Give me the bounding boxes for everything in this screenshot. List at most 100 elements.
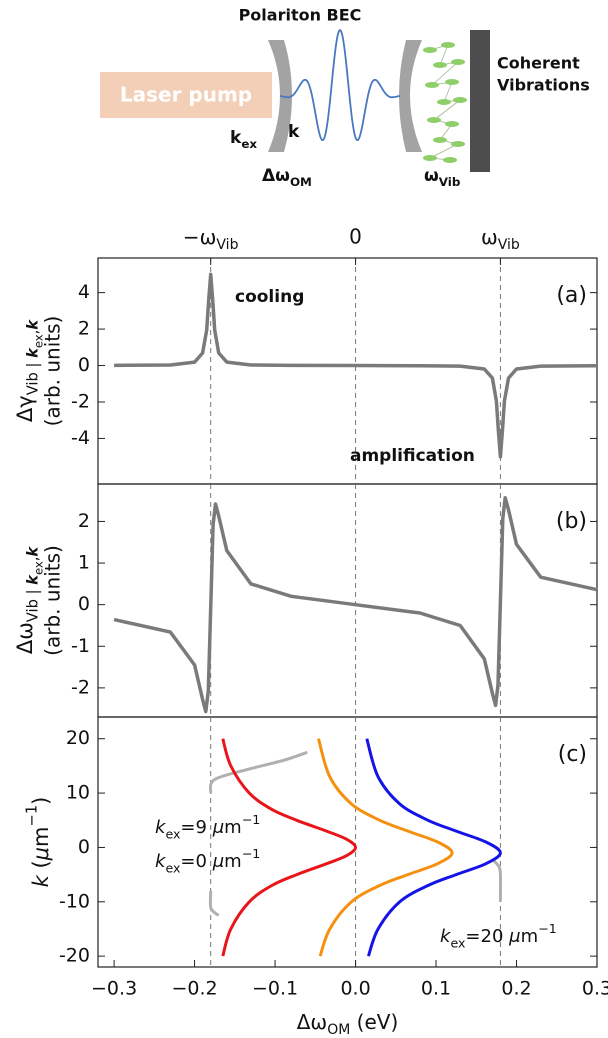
x2-tick-label-part: Vib	[216, 237, 238, 253]
panel-label: (b)	[556, 509, 587, 534]
annotation: kex=9 μm−1	[155, 811, 260, 840]
k-label: k	[288, 122, 300, 142]
x-tick-label: −0.3	[91, 978, 137, 1000]
x-tick-label: −0.1	[252, 978, 298, 1000]
y-axis-label-part: k	[24, 546, 41, 557]
y-axis-label-part: ,	[24, 330, 41, 335]
annotation-part: m	[521, 926, 539, 947]
data-line	[113, 495, 598, 714]
y-axis-label-part: (	[29, 860, 53, 875]
network-node	[423, 155, 437, 161]
annotation-part: =9	[180, 817, 212, 838]
network-node	[433, 137, 447, 143]
x2-tick-label-part: Vib	[498, 237, 520, 253]
data-line	[208, 890, 220, 917]
network-link	[429, 143, 459, 159]
annotation: cooling	[235, 287, 304, 307]
annotation-part: −1	[538, 920, 557, 935]
annotation-part: μ	[212, 851, 224, 872]
y-tick-label: -2	[71, 676, 90, 698]
y-tick-label: 4	[78, 281, 90, 303]
annotation-part: =20	[465, 926, 509, 947]
panel-label: (a)	[556, 283, 587, 308]
x2-tick-label: ωVib	[481, 225, 520, 254]
x-axis-label-part: Δω	[297, 1010, 327, 1034]
network-node	[423, 47, 437, 53]
y-tick-label: 20	[66, 727, 90, 749]
annotation-part: k	[155, 851, 167, 872]
annotation-part: ex	[450, 935, 466, 950]
network-link	[431, 61, 459, 86]
network-node	[445, 79, 459, 85]
data-line	[208, 750, 308, 794]
schematic: Polariton BEC Laser pump k	[100, 6, 490, 172]
network-node	[433, 62, 447, 68]
plot-frame	[97, 483, 598, 718]
pump-label: Laser pump	[120, 83, 252, 107]
y-axis-label-part: ex	[31, 561, 45, 575]
detuning-label-part: OM	[290, 174, 312, 188]
data-line	[492, 859, 503, 902]
annotation-part: μ	[508, 926, 520, 947]
laser-beam	[100, 72, 272, 118]
x2-tick-label: −ωVib	[183, 225, 239, 254]
x2-tick-label-part: −ω	[183, 225, 217, 249]
y-axis-label-part: −1	[24, 805, 41, 827]
k-ex-label-part: k	[230, 128, 242, 148]
network-node	[441, 42, 455, 48]
y-tick-label: -2	[71, 390, 90, 412]
network-node	[445, 121, 459, 127]
annotation-part: =0	[180, 851, 212, 872]
annotation-part: −1	[242, 811, 261, 826]
x-tick-label: 0.3	[582, 978, 608, 1000]
annotation-part: ex	[165, 860, 181, 875]
y-axis-label-part: Δγ	[13, 395, 37, 422]
vibration-bar	[470, 30, 490, 172]
panel-label: (c)	[558, 742, 587, 767]
x-tick-label: 0.1	[421, 978, 451, 1000]
y-tick-label: 0	[78, 593, 90, 615]
network-node	[443, 157, 457, 163]
y-axis-label-part: ,	[24, 557, 41, 562]
network-link	[443, 81, 453, 103]
x-tick-label: −0.2	[172, 978, 218, 1000]
y-axis-label: (arb. units)	[41, 545, 65, 656]
annotation-part: m	[224, 817, 242, 838]
y-axis-label-part: k	[24, 319, 41, 330]
network-node	[437, 99, 451, 105]
x-axis-label-part: OM	[327, 1022, 350, 1038]
plot-frame	[97, 716, 598, 968]
x-axis-label-part: (eV)	[350, 1010, 398, 1034]
y-tick-label: 2	[78, 318, 90, 340]
network-node	[453, 97, 467, 103]
annotation-part: k	[440, 926, 452, 947]
vib-label-part: Vib	[439, 174, 461, 188]
y-tick-label: 2	[78, 510, 90, 532]
y-axis-label-part: Δω	[13, 622, 37, 654]
y-tick-label: 1	[78, 552, 90, 574]
annotation-part: −1	[242, 845, 261, 860]
network-node	[427, 117, 441, 123]
network-link	[433, 99, 461, 121]
k-ex-label-part: ex	[241, 136, 257, 150]
data-line	[221, 738, 357, 957]
y-axis-label: ΔγVib | kex,k	[13, 319, 45, 422]
y-axis-label-part: Vib |	[24, 358, 41, 395]
k-ex-label: kex	[230, 128, 257, 150]
annotation: kex=0 μm−1	[155, 845, 260, 874]
annotation: kex=20 μm−1	[440, 920, 557, 949]
x2-tick-label: 0	[349, 225, 362, 249]
data-line	[317, 738, 454, 957]
annotation: amplification	[350, 446, 475, 466]
y-axis-label-part: m	[29, 826, 53, 846]
vib-label: ωVib	[424, 166, 460, 188]
y-axis-label-part: Vib |	[24, 585, 41, 622]
y-tick-label: -10	[59, 890, 90, 912]
y-axis-label-part: μ	[29, 847, 53, 861]
y-tick-label: 0	[78, 836, 90, 858]
network-link	[439, 44, 449, 66]
x-axis-label: ΔωOM (eV)	[297, 1010, 399, 1038]
y-tick-label: -20	[59, 945, 90, 967]
